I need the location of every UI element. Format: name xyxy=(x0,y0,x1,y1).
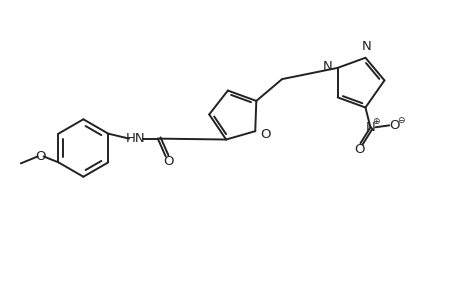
Text: O: O xyxy=(388,119,398,132)
Text: O: O xyxy=(353,142,364,156)
Text: ⊖: ⊖ xyxy=(397,116,404,125)
Text: N: N xyxy=(361,40,370,53)
Text: HN: HN xyxy=(126,132,146,145)
Text: O: O xyxy=(35,150,46,163)
Text: ⊕: ⊕ xyxy=(372,117,379,126)
Text: N: N xyxy=(365,121,375,134)
Text: N: N xyxy=(322,60,332,74)
Text: O: O xyxy=(163,155,174,168)
Text: O: O xyxy=(260,128,270,141)
